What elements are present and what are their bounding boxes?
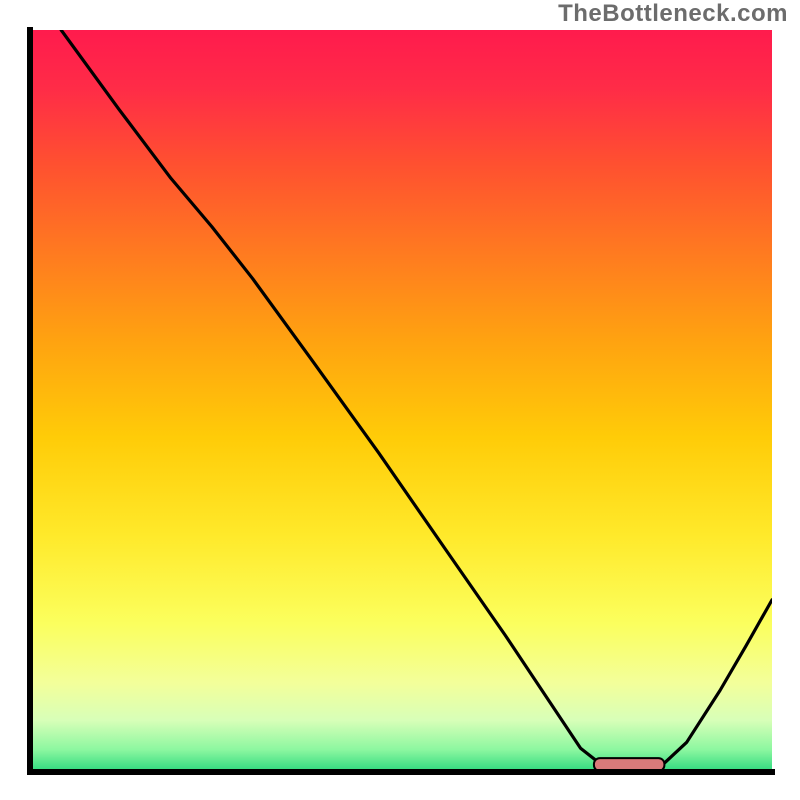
- watermark-label: TheBottleneck.com: [558, 0, 788, 28]
- chart-svg: [0, 0, 800, 800]
- bottleneck-chart: TheBottleneck.com: [0, 0, 800, 800]
